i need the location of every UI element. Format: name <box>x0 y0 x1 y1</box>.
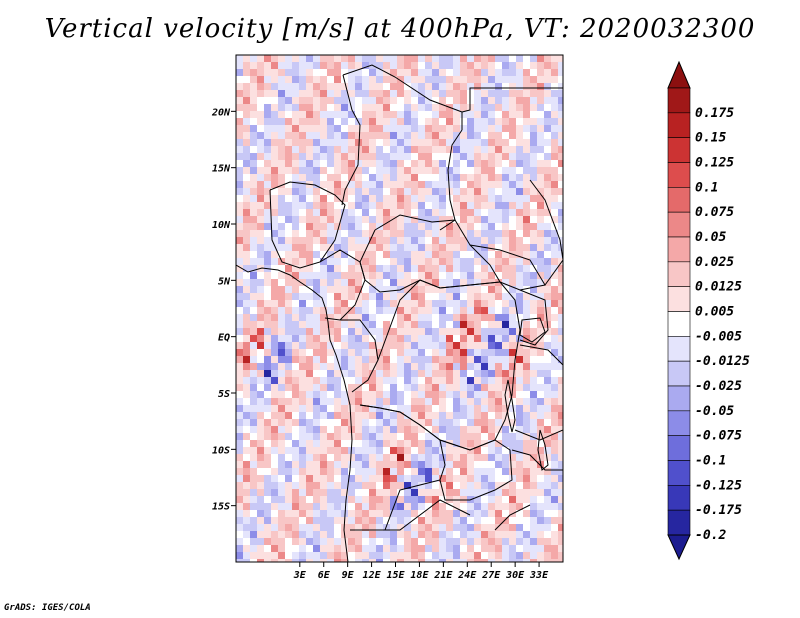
coastline-west-africa <box>236 264 353 562</box>
colorbar-segment <box>667 460 691 486</box>
colorbar-segment <box>667 286 691 312</box>
border-uganda-kenya <box>519 289 549 346</box>
latitude-axis: 20N 15N 10N 5N EQ 5S 10S 15S <box>211 107 236 513</box>
lon-tick-label: 18E <box>410 570 429 581</box>
colorbar-label: -0.0125 <box>695 354 750 369</box>
colorbar-segment <box>667 137 691 163</box>
lon-tick-label: 33E <box>529 570 549 581</box>
lat-tick-label: 15S <box>212 502 230 513</box>
colorbar-segment <box>667 435 691 461</box>
border-namibia <box>350 499 471 531</box>
velocity-field <box>236 55 563 562</box>
lat-tick-label: 10N <box>212 220 231 231</box>
colorbar-segment <box>667 236 691 263</box>
border-libya-chad <box>342 64 463 130</box>
colorbar-segment <box>667 187 691 213</box>
colorbar-label: 0.1 <box>695 180 718 195</box>
border-congo <box>340 319 379 393</box>
colorbar-label: -0.025 <box>695 379 742 394</box>
lon-tick-label: 6E <box>318 570 331 581</box>
lake-victoria <box>519 317 546 343</box>
grads-credit: GrADS: IGES/COLA <box>4 603 91 613</box>
border-egypt-sudan <box>461 87 563 113</box>
border-mozambique <box>494 449 563 531</box>
lat-tick-label: EQ <box>218 333 230 344</box>
map-frame <box>235 54 564 563</box>
colorbar: 0.175 0.15 0.125 0.1 0.075 0.05 0.025 0.0125 0.0… <box>667 60 750 561</box>
country-borders <box>236 64 563 562</box>
lon-tick-label: 21E <box>433 570 453 581</box>
colorbar-label: 0.05 <box>695 230 726 245</box>
lon-tick-label: 30E <box>505 570 525 581</box>
colorbar-label: 0.125 <box>695 156 734 171</box>
colorbar-segment <box>667 87 691 114</box>
lon-tick-label: 9E <box>342 570 355 581</box>
lon-tick-label: 12E <box>363 570 382 581</box>
plot-title: Vertical velocity [m/s] at 400hPa, VT: 2… <box>44 14 756 44</box>
longitude-axis: 3E 6E 9E 12E 15E 18E 21E 24E 27E 30E 33E <box>293 562 549 581</box>
colorbar-top-arrow <box>667 60 691 89</box>
lake-malawi <box>537 429 549 471</box>
colorbar-segment <box>667 485 691 511</box>
border-chad-sudan <box>439 129 463 231</box>
colorbar-label: -0.05 <box>695 404 734 419</box>
colorbar-label: -0.075 <box>695 429 742 444</box>
border-angola <box>350 404 446 531</box>
colorbar-label: 0.005 <box>695 305 734 320</box>
lat-tick-label: 10S <box>212 445 230 456</box>
colorbar-label: -0.005 <box>695 329 742 344</box>
border-ethiopia <box>529 179 563 286</box>
colorbar-label: -0.125 <box>695 478 742 493</box>
colorbar-segment <box>667 509 691 536</box>
colorbar-label: 0.0125 <box>695 280 742 295</box>
lat-tick-label: 5N <box>218 276 231 287</box>
colorbar-segment <box>667 311 691 337</box>
lat-tick-label: 15N <box>212 164 231 175</box>
colorbar-label: 0.025 <box>695 255 734 270</box>
border-south-sudan <box>469 244 546 291</box>
colorbar-segment <box>667 410 691 436</box>
border-zambia <box>439 439 513 501</box>
colorbar-label: -0.175 <box>695 503 742 518</box>
colorbar-bottom-arrow <box>667 534 691 561</box>
colorbar-segment <box>667 261 691 287</box>
colorbar-segment <box>667 112 691 138</box>
colorbar-label: 0.15 <box>695 131 726 146</box>
colorbar-segment <box>667 360 691 387</box>
colorbar-label: 0.075 <box>695 205 734 220</box>
colorbar-label: -0.2 <box>695 528 726 543</box>
border-nigeria <box>269 181 346 269</box>
lon-tick-label: 27E <box>481 570 501 581</box>
colorbar-label: -0.1 <box>695 454 726 469</box>
border-tanzania <box>514 344 563 441</box>
lon-tick-label: 3E <box>293 570 307 581</box>
lat-tick-label: 5S <box>218 389 230 400</box>
border-niger-chad <box>341 74 361 206</box>
colorbar-segment <box>667 336 691 362</box>
colorbar-segment <box>667 385 691 412</box>
colorbar-segment <box>667 211 691 238</box>
colorbar-label: 0.175 <box>695 106 734 121</box>
lake-tanganyika <box>504 379 516 433</box>
lon-tick-label: 15E <box>386 570 405 581</box>
lon-tick-label: 24E <box>457 570 477 581</box>
colorbar-segment <box>667 162 691 188</box>
lat-tick-label: 20N <box>211 107 231 118</box>
